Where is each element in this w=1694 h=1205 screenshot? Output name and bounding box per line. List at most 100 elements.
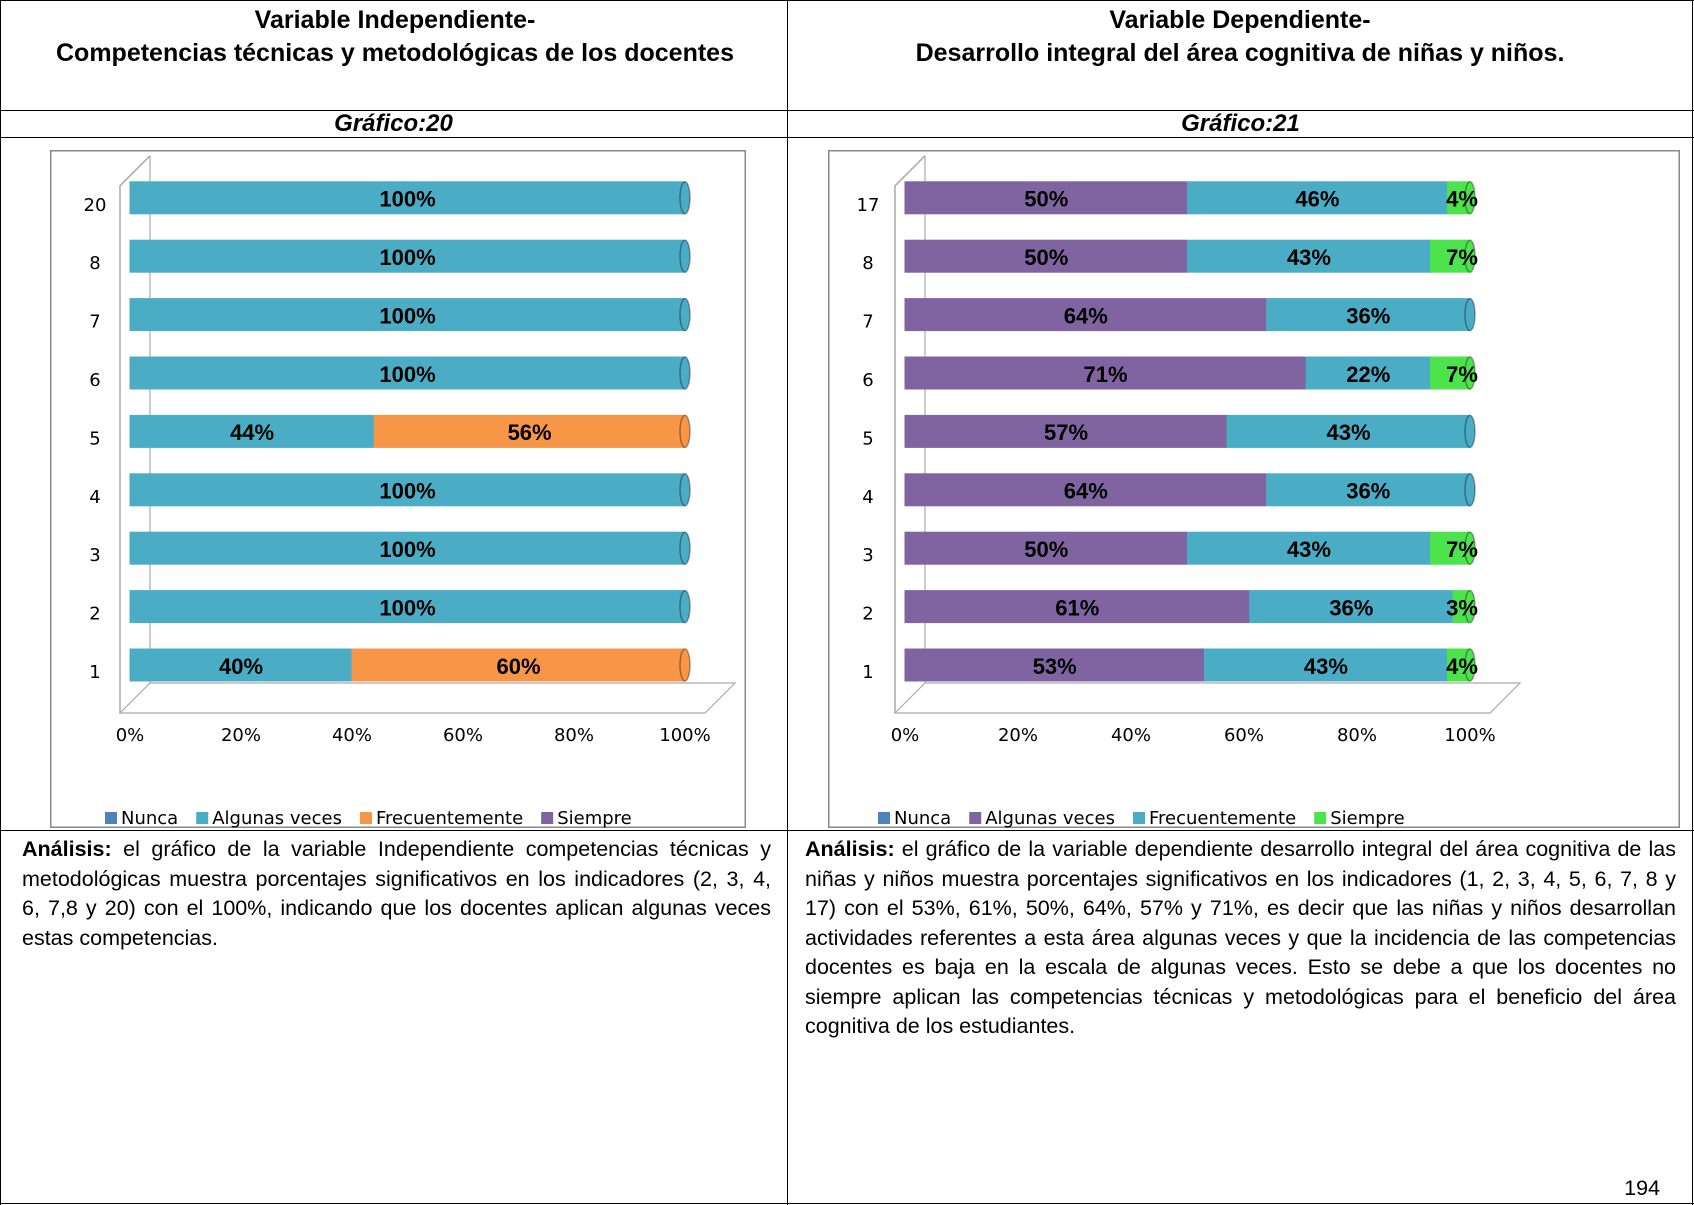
- bar-segment: [1429, 239, 1471, 273]
- bar-segment: [1429, 531, 1471, 565]
- y-tick-label: 7: [89, 312, 100, 333]
- legend-swatch: [541, 812, 554, 824]
- x-tick-label: 40%: [332, 725, 372, 746]
- header-line: Competencias técnicas y metodológicas de…: [56, 39, 734, 67]
- data-label: 100%: [379, 303, 435, 328]
- legend-swatch: [1314, 812, 1327, 824]
- border: [0, 0, 1, 1205]
- bar-segment: [904, 531, 1188, 565]
- bar-segment: [1187, 531, 1431, 565]
- bar-cap: [679, 181, 691, 215]
- border: [0, 0, 1694, 1]
- data-label: 100%: [379, 595, 435, 620]
- x-tick-label: 100%: [1444, 725, 1495, 746]
- legend-swatch: [359, 812, 372, 824]
- legend-label: Algunas veces: [985, 808, 1115, 828]
- analysis-text: el gráfico de la variable dependiente de…: [805, 837, 1676, 1038]
- bar-segment: [904, 414, 1228, 448]
- data-label: 36%: [1346, 303, 1390, 328]
- data-label: 44%: [230, 420, 274, 445]
- data-label: 50%: [1024, 245, 1068, 270]
- border: [0, 830, 1694, 831]
- legend-swatch: [878, 812, 890, 824]
- chart: 0% 20% 40% 60% 80% 100% 1 53% 43% 4% 2 61% 36% 3% 3 50%…: [828, 150, 1680, 828]
- data-label: 100%: [379, 479, 435, 504]
- bar-segment: [351, 648, 686, 682]
- data-label: 43%: [1287, 245, 1331, 270]
- bar-cap: [679, 414, 691, 449]
- bar-segment: [1203, 648, 1448, 682]
- x-tick-label: 80%: [1337, 725, 1377, 746]
- bar-segment: [129, 531, 686, 565]
- bar-segment: [1226, 414, 1471, 448]
- x-tick-label: 20%: [221, 725, 261, 746]
- y-tick-label: 6: [862, 370, 873, 391]
- bar-cap: [679, 648, 691, 682]
- bar-cap: [1464, 181, 1476, 215]
- bar-segment: [904, 648, 1205, 682]
- bar-segment: [904, 356, 1307, 390]
- y-tick-label: 8: [862, 253, 873, 274]
- data-label: 50%: [1024, 187, 1068, 212]
- bar-segment: [1187, 181, 1448, 215]
- x-tick-label: 60%: [1224, 725, 1264, 746]
- data-label: 64%: [1064, 479, 1108, 504]
- axis-wall: [894, 155, 926, 713]
- bar-segment: [904, 590, 1251, 624]
- bar-segment: [1249, 590, 1454, 624]
- data-label: 7%: [1446, 245, 1478, 270]
- y-tick-label: 4: [862, 487, 873, 508]
- legend-label: Siempre: [1330, 808, 1405, 828]
- legend-label: Nunca: [894, 808, 951, 828]
- data-label: 50%: [1024, 537, 1068, 562]
- bar-cap: [679, 356, 691, 390]
- bar-segment: [129, 239, 686, 273]
- x-tick-label: 20%: [998, 725, 1038, 746]
- analysis-label: Análisis:: [22, 837, 112, 861]
- bar-segment: [129, 473, 686, 507]
- legend-label: Nunca: [121, 808, 178, 828]
- data-label: 40%: [219, 654, 263, 679]
- y-tick-label: 1: [89, 662, 100, 683]
- legend-label: Frecuentemente: [1149, 808, 1296, 828]
- data-label: 61%: [1055, 595, 1099, 620]
- caption: Gráfico:21: [1181, 110, 1300, 137]
- bar-cap: [679, 531, 691, 565]
- x-tick-label: 40%: [1111, 725, 1151, 746]
- y-tick-label: 3: [862, 545, 873, 566]
- legend-swatch: [1132, 812, 1145, 824]
- y-tick-label: 20: [84, 195, 107, 216]
- data-label: 53%: [1033, 654, 1077, 679]
- data-label: 56%: [508, 420, 552, 445]
- bar-cap: [679, 297, 691, 332]
- axis-floor: [118, 682, 737, 714]
- bar-cap: [1464, 473, 1476, 507]
- legend-swatch: [105, 812, 117, 824]
- bar-cap: [1464, 531, 1476, 565]
- header-line: Variable Dependiente-: [1109, 6, 1371, 34]
- y-tick-label: 4: [89, 487, 100, 508]
- bar-cap: [1464, 239, 1476, 273]
- border: [787, 0, 788, 1205]
- data-label: 22%: [1346, 362, 1390, 387]
- data-label: 36%: [1329, 595, 1373, 620]
- data-label: 71%: [1084, 362, 1128, 387]
- bar-segment: [1266, 298, 1471, 332]
- data-label: 7%: [1446, 362, 1478, 387]
- data-label: 100%: [379, 245, 435, 270]
- bar-segment: [129, 181, 686, 215]
- axis-floor: [893, 682, 1522, 714]
- x-tick-label: 0%: [891, 725, 920, 746]
- y-tick-label: 1: [862, 662, 873, 683]
- bar-cap: [1464, 356, 1476, 390]
- analysis: Análisis: el gráfico de la variable depe…: [787, 832, 1694, 1202]
- y-tick-label: 17: [857, 195, 880, 216]
- data-label: 46%: [1295, 187, 1339, 212]
- legend-label: Siempre: [557, 808, 632, 828]
- bar-segment: [1429, 356, 1471, 390]
- border: [1692, 0, 1693, 1205]
- y-tick-label: 5: [862, 428, 873, 449]
- y-tick-label: 2: [89, 604, 100, 625]
- border: [0, 137, 1694, 138]
